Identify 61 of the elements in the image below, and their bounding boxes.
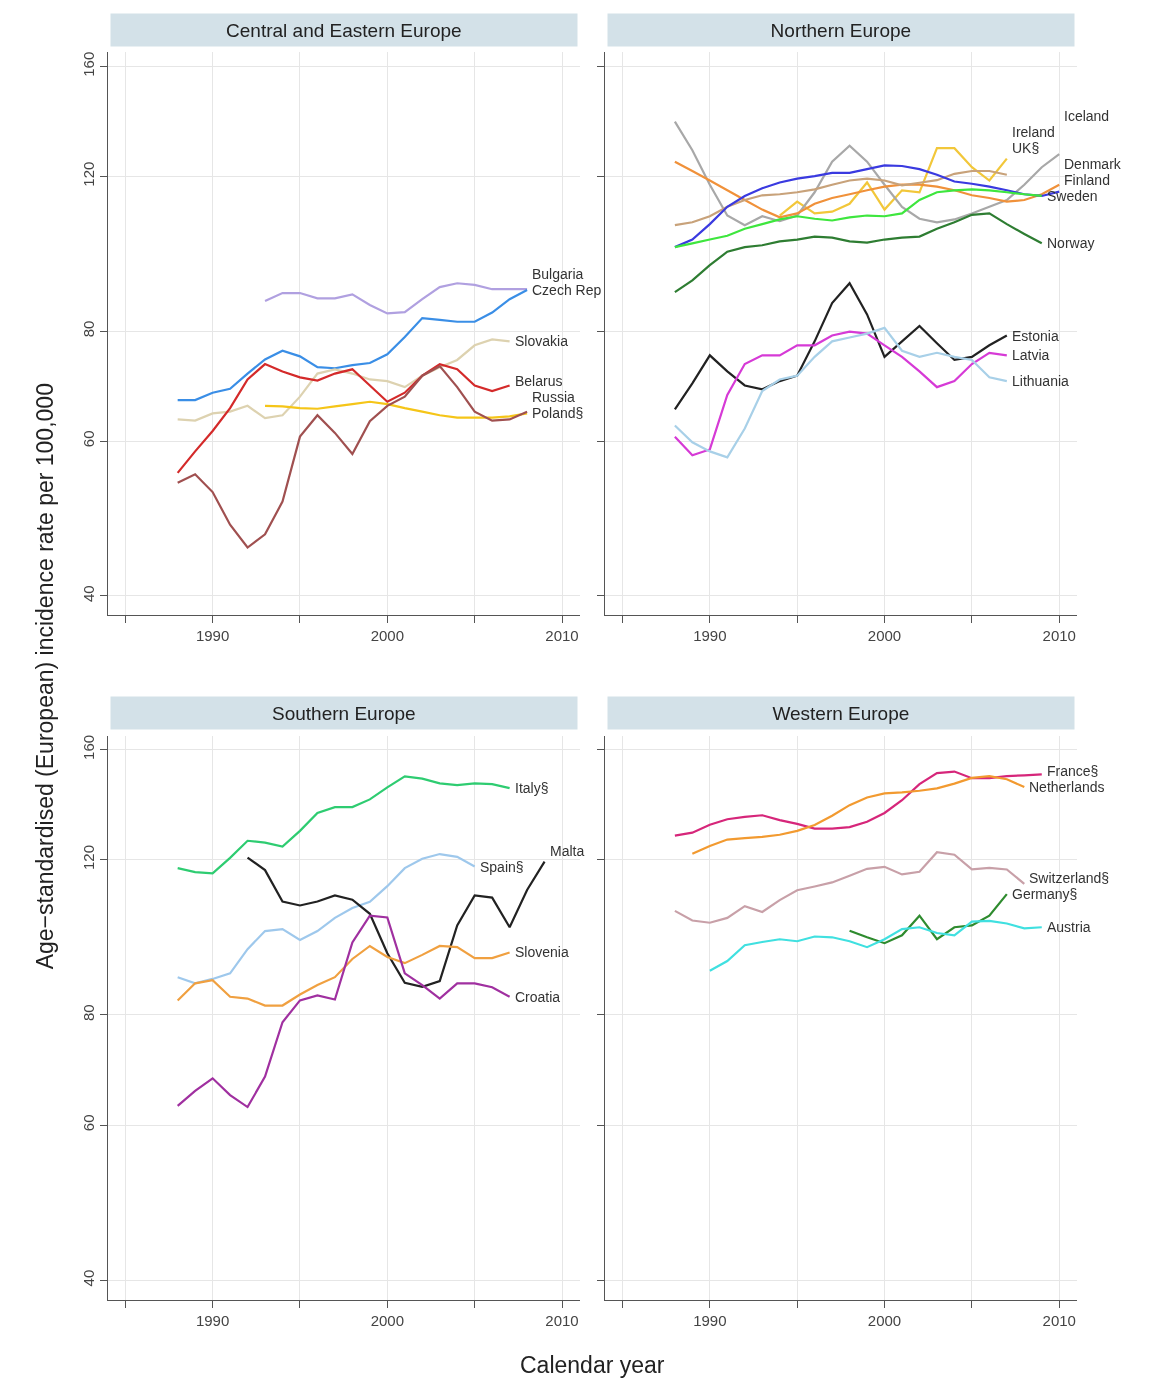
series-label: Sweden [1047, 188, 1098, 204]
x-tick-label: 2010 [1042, 627, 1076, 645]
series-label: Malta [550, 843, 585, 859]
series-label: Spain§ [480, 859, 524, 875]
series-label: Slovenia [515, 944, 569, 960]
line-series [263, 400, 529, 419]
x-tick-label: 2010 [545, 627, 579, 645]
line-series [176, 914, 511, 1109]
series-label: Austria [1047, 919, 1091, 935]
line-series [176, 362, 511, 474]
y-tick-label: 160 [79, 51, 97, 77]
x-tick-label: 2000 [867, 627, 902, 645]
series-label: Belarus [515, 373, 563, 389]
x-tick-label: 2000 [867, 1311, 902, 1329]
series-label: Switzerland§ [1029, 870, 1110, 886]
series-label: Croatia [515, 989, 561, 1005]
series-label: Finland [1064, 172, 1110, 188]
chart-title: Southern Europe [272, 702, 416, 724]
series-label: Germany§ [1012, 886, 1078, 902]
y-tick-label: 40 [79, 585, 97, 602]
x-tick-label: 1990 [195, 1311, 230, 1329]
series-label: Lithuania [1012, 373, 1070, 389]
chart-title: Northern Europe [770, 19, 912, 41]
series-label: Slovakia [515, 333, 569, 349]
y-tick-label: 40 [79, 1269, 97, 1287]
y-tick-label: 120 [79, 161, 97, 187]
y-tick-label: 120 [79, 844, 97, 871]
series-label: Denmark [1064, 156, 1122, 172]
x-axis-title: Calendar year [520, 1352, 665, 1378]
series-label: Poland§ [532, 405, 584, 421]
x-tick-label: 2000 [370, 1311, 404, 1329]
line-series [176, 852, 476, 985]
series-label: UK§ [1012, 140, 1040, 156]
x-tick-label: 2010 [1042, 1311, 1076, 1329]
series-label: Czech Rep [532, 282, 602, 298]
x-tick-label: 1990 [195, 627, 230, 645]
line-series [176, 944, 511, 1007]
series-label: Ireland [1012, 124, 1055, 140]
text: Iceland [1064, 108, 1110, 124]
series-label: Italy§ [515, 780, 549, 796]
x-tick-label: 2010 [545, 1311, 579, 1329]
x-tick-label: 1990 [693, 627, 727, 645]
series-label: Norway [1047, 235, 1095, 251]
series-label: Russia [532, 389, 576, 405]
y-tick-label: 60 [79, 430, 97, 448]
y-tick-label: 80 [79, 1004, 97, 1022]
y-tick-label: 160 [79, 734, 97, 760]
series-label: Netherlands [1029, 779, 1105, 795]
series-label: France§ [1047, 763, 1099, 779]
chart-title: Western Europe [772, 702, 910, 724]
line-series [263, 282, 529, 315]
y-axis-title: Age−standardised (European) incidence rate per 100,000 [31, 383, 58, 970]
x-tick-label: 2000 [370, 627, 404, 645]
chart-title: Central and Eastern Europe [226, 19, 462, 41]
y-tick-label: 80 [79, 320, 97, 338]
x-tick-label: 1990 [693, 1311, 727, 1329]
series-label: Latvia [1012, 347, 1050, 363]
series-label: Bulgaria [532, 266, 584, 282]
series-label: Estonia [1012, 328, 1059, 344]
y-tick-label: 60 [79, 1114, 97, 1132]
line-series [176, 338, 511, 422]
